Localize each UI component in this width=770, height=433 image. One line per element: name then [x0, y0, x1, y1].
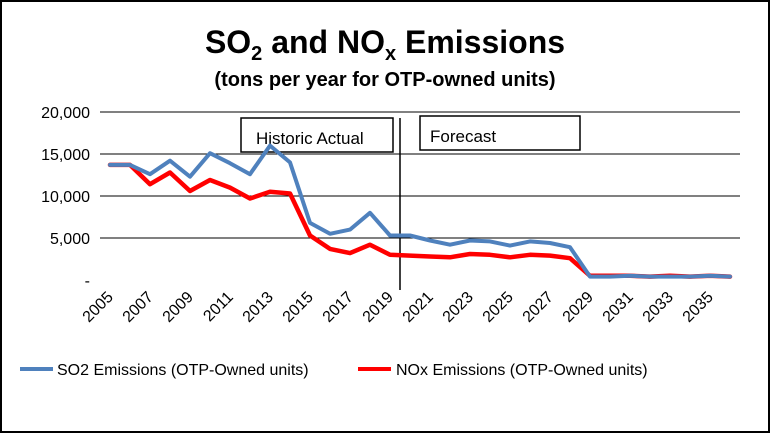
- x-tick-label: 2031: [600, 289, 637, 326]
- title-so: SO: [205, 24, 251, 60]
- x-tick-label: 2021: [400, 289, 437, 326]
- x-tick-label: 2029: [560, 289, 597, 326]
- title-nox-subscript: x: [385, 43, 396, 65]
- x-tick-label: 2011: [200, 289, 236, 325]
- chart-subtitle: (tons per year for OTP-owned units): [214, 69, 555, 91]
- x-tick-label: 2017: [320, 289, 357, 326]
- y-tick-label: 15,000: [41, 147, 90, 164]
- x-tick-label: 2035: [680, 289, 717, 326]
- x-tick-label: 2015: [280, 289, 317, 326]
- x-tick-label: 2019: [360, 289, 397, 326]
- x-axis-ticks: 2005 2007 2009 2011 2013 2015 2017 2019 2021 2023…: [80, 289, 717, 326]
- legend: SO2 Emissions (OTP-Owned units) NOx Emis…: [20, 362, 648, 379]
- title-so-subscript: 2: [251, 43, 262, 65]
- chart-title: SO2 and NOx Emissions: [205, 24, 565, 65]
- y-tick-label: 20,000: [41, 105, 90, 122]
- y-tick-label: -: [85, 273, 90, 290]
- x-tick-label: 2009: [160, 289, 197, 326]
- title-suffix: Emissions: [396, 24, 565, 60]
- x-tick-label: 2023: [440, 289, 477, 326]
- x-tick-label: 2027: [520, 289, 557, 326]
- y-tick-label: 10,000: [41, 189, 90, 206]
- x-tick-label: 2005: [80, 289, 117, 326]
- y-axis-ticks: - 5,000 10,000 15,000 20,000: [41, 105, 90, 290]
- x-tick-label: 2013: [240, 289, 277, 326]
- x-tick-label: 2033: [640, 289, 677, 326]
- x-tick-label: 2025: [480, 289, 517, 326]
- y-tick-label: 5,000: [50, 231, 90, 248]
- historic-actual-label: Historic Actual: [256, 129, 364, 148]
- forecast-box: [419, 115, 581, 151]
- legend-label-nox: NOx Emissions (OTP-Owned units): [396, 362, 648, 379]
- forecast-label: Forecast: [430, 127, 496, 146]
- series-lines: [107, 143, 733, 279]
- x-tick-label: 2007: [120, 289, 157, 326]
- legend-label-so2: SO2 Emissions (OTP-Owned units): [57, 362, 309, 379]
- historic-actual-box: [240, 117, 394, 153]
- annotations: Historic Actual Forecast: [240, 115, 581, 153]
- so2-series-line: [108, 143, 732, 279]
- nox-series-line: [107, 162, 733, 279]
- title-middle: and NO: [262, 24, 385, 60]
